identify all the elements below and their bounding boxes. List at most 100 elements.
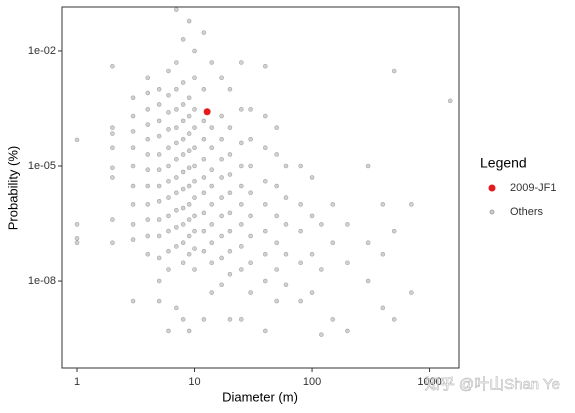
point xyxy=(166,195,171,200)
point xyxy=(174,107,179,112)
point xyxy=(262,328,268,334)
point xyxy=(227,152,233,157)
point xyxy=(248,233,253,239)
point xyxy=(145,183,151,189)
point xyxy=(74,240,80,245)
legend-swatch xyxy=(489,209,495,215)
point xyxy=(186,95,192,101)
point xyxy=(110,240,115,245)
point xyxy=(298,298,303,304)
point xyxy=(174,7,179,12)
point xyxy=(262,63,268,69)
point xyxy=(319,332,324,337)
point xyxy=(174,207,179,213)
point xyxy=(365,278,371,284)
point xyxy=(145,202,151,207)
point xyxy=(209,145,215,150)
point xyxy=(239,317,244,322)
x-axis-title: Diameter (m) xyxy=(222,389,298,404)
point xyxy=(145,107,151,112)
point xyxy=(156,298,162,304)
point xyxy=(145,152,151,157)
point xyxy=(209,183,215,189)
point xyxy=(156,233,162,239)
point xyxy=(227,271,233,277)
point xyxy=(166,127,171,132)
point xyxy=(166,178,171,184)
point xyxy=(283,222,289,227)
point xyxy=(274,213,279,219)
x-tick-label: 1 xyxy=(74,376,80,388)
point xyxy=(180,118,186,124)
point xyxy=(156,152,162,157)
point xyxy=(219,255,224,261)
point xyxy=(130,95,136,101)
point xyxy=(391,317,397,322)
point xyxy=(130,202,136,207)
point xyxy=(74,222,80,227)
point xyxy=(180,37,186,42)
point xyxy=(180,136,186,142)
point xyxy=(248,260,253,266)
point xyxy=(201,87,207,92)
point xyxy=(166,145,171,150)
point xyxy=(209,222,215,227)
point xyxy=(192,267,197,272)
point xyxy=(201,210,207,216)
point xyxy=(192,125,197,130)
point xyxy=(180,205,186,211)
point xyxy=(227,317,233,322)
point xyxy=(74,137,80,143)
point xyxy=(330,202,336,207)
point xyxy=(345,260,350,266)
point xyxy=(192,48,197,54)
x-tick-label: 100 xyxy=(303,376,321,388)
point xyxy=(248,136,253,142)
point xyxy=(298,228,303,234)
point xyxy=(186,202,192,207)
point xyxy=(283,163,289,169)
point xyxy=(209,60,215,65)
point xyxy=(186,217,192,222)
point xyxy=(180,317,186,322)
point xyxy=(186,18,192,24)
point xyxy=(166,68,171,74)
point xyxy=(130,113,136,119)
point xyxy=(239,163,244,169)
plot-border xyxy=(61,6,460,369)
point xyxy=(219,233,224,239)
y-axis-title: Probability (%) xyxy=(5,146,20,231)
point xyxy=(201,190,207,196)
point xyxy=(239,183,244,189)
point xyxy=(201,136,207,142)
point xyxy=(227,125,233,130)
point xyxy=(262,145,268,150)
point xyxy=(186,148,192,154)
point xyxy=(145,136,151,142)
point xyxy=(239,140,244,146)
point xyxy=(239,60,244,65)
point xyxy=(174,156,179,162)
point xyxy=(180,102,186,107)
point xyxy=(180,186,186,192)
point xyxy=(180,260,186,266)
point xyxy=(274,298,279,304)
point xyxy=(174,190,179,196)
point xyxy=(110,131,115,136)
point xyxy=(309,213,315,219)
point xyxy=(166,213,171,219)
point xyxy=(227,210,233,216)
point xyxy=(130,145,136,150)
point xyxy=(319,222,324,227)
point xyxy=(192,163,197,169)
point xyxy=(145,90,151,96)
point xyxy=(409,202,414,207)
point xyxy=(209,167,215,173)
point xyxy=(283,251,289,257)
point xyxy=(345,328,350,334)
point xyxy=(227,228,233,234)
point xyxy=(227,248,233,254)
point xyxy=(239,244,244,249)
point xyxy=(156,118,162,124)
